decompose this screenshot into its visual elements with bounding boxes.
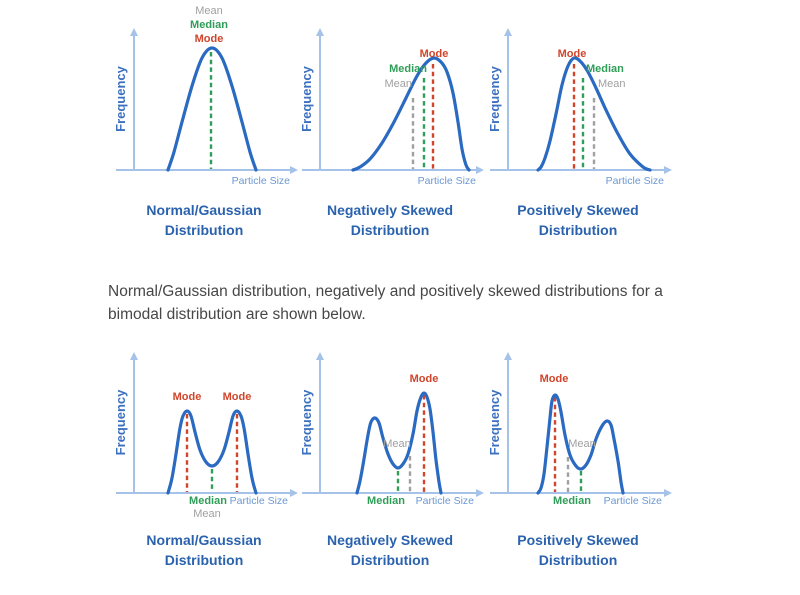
caption-line2: bimodal distribution are shown below. bbox=[108, 306, 366, 324]
panel-negatively-skewed-bimodal: Frequency Particle Size Mode Mean Median Neg… bbox=[290, 328, 490, 571]
mean-label: Mean bbox=[195, 5, 223, 17]
x-axis-label: Particle Size bbox=[232, 175, 291, 187]
median-label: Median bbox=[367, 495, 405, 507]
panel-positively-skewed-top: Frequency Particle Size Mode Median Mean Pos… bbox=[478, 0, 678, 241]
panel-positively-skewed-bimodal: Frequency Particle Size Mode Mean Median Pos… bbox=[478, 328, 678, 571]
chart-title: Positively Skewed Distribution bbox=[478, 200, 678, 241]
y-axis-label: Frequency bbox=[299, 65, 314, 132]
median-label: Median bbox=[189, 495, 227, 507]
y-axis-arrow-icon bbox=[504, 352, 512, 360]
chart-title: Negatively Skewed Distribution bbox=[290, 530, 490, 571]
y-axis-arrow-icon bbox=[504, 28, 512, 36]
panel-normal-gaussian-top: Frequency Particle Size Mean Median Mode Nor… bbox=[104, 0, 304, 241]
y-axis-arrow-icon bbox=[316, 28, 324, 36]
mean-label: Mean bbox=[383, 438, 411, 450]
x-axis-arrow-icon bbox=[290, 166, 298, 174]
y-axis-label: Frequency bbox=[487, 65, 502, 132]
y-axis-arrow-icon bbox=[316, 352, 324, 360]
panel-negatively-skewed-top: Frequency Particle Size Mode Median Mean Neg… bbox=[290, 0, 490, 241]
chart-title-line2: Distribution bbox=[538, 222, 618, 239]
chart-title-line1: Negatively Skewed bbox=[326, 202, 454, 218]
distribution-curve bbox=[355, 391, 443, 495]
mean-label: Mean bbox=[384, 78, 412, 90]
y-axis-arrow-icon bbox=[130, 28, 138, 36]
x-axis-label: Particle Size bbox=[604, 495, 663, 507]
x-axis-arrow-icon bbox=[290, 489, 298, 497]
chart-title: Positively Skewed Distribution bbox=[478, 530, 678, 571]
chart-title-line1: Positively Skewed bbox=[517, 202, 639, 218]
mean-label: Mean bbox=[598, 78, 626, 90]
chart-bimodal-negatively-skewed: Frequency Particle Size Mode Mean Median bbox=[299, 352, 484, 507]
mode-label: Mode bbox=[558, 48, 587, 60]
chart-positively-skewed-distribution: Frequency Particle Size Mode Median Mean bbox=[487, 28, 672, 187]
y-axis-label: Frequency bbox=[487, 389, 502, 456]
y-axis-label: Frequency bbox=[113, 65, 128, 132]
chart-negatively-skewed-distribution: Frequency Particle Size Mode Median Mean bbox=[299, 28, 484, 187]
x-axis-arrow-icon bbox=[664, 166, 672, 174]
x-axis-label: Particle Size bbox=[418, 175, 477, 187]
panel-normal-gaussian-bimodal: Frequency Particle Size Mode Mode Median Mean… bbox=[104, 328, 304, 571]
caption-paragraph: Normal/Gaussian distribution, negatively… bbox=[108, 280, 748, 327]
median-label: Median bbox=[553, 495, 591, 507]
distribution-curve bbox=[536, 56, 652, 172]
median-label: Median bbox=[389, 63, 427, 75]
chart-title-line1: Negatively Skewed bbox=[326, 532, 454, 548]
mean-label: Mean bbox=[193, 508, 221, 520]
median-label: Median bbox=[586, 63, 624, 75]
chart-normal-gaussian-distribution: Frequency Particle Size Mean Median Mode bbox=[113, 5, 298, 187]
x-axis-arrow-icon bbox=[476, 489, 484, 497]
y-axis-arrow-icon bbox=[130, 352, 138, 360]
mode-label: Mode bbox=[410, 373, 439, 385]
median-label: Median bbox=[190, 19, 228, 31]
chart-title: Negatively Skewed Distribution bbox=[290, 200, 490, 241]
x-axis-label: Particle Size bbox=[416, 495, 475, 507]
chart-title-line1: Normal/Gaussian bbox=[146, 202, 262, 218]
mode-label: Mode bbox=[420, 48, 449, 60]
x-axis-arrow-icon bbox=[476, 166, 484, 174]
x-axis-label: Particle Size bbox=[606, 175, 665, 187]
distribution-curve bbox=[351, 56, 471, 172]
chart-title-line2: Distribution bbox=[538, 552, 618, 569]
distribution-curve bbox=[166, 46, 258, 172]
x-axis-arrow-icon bbox=[664, 489, 672, 497]
chart-title-line1: Normal/Gaussian bbox=[146, 532, 262, 548]
mode-label: Mode bbox=[540, 373, 569, 385]
mode-label: Mode bbox=[195, 33, 224, 45]
chart-title: Normal/Gaussian Distribution bbox=[104, 530, 304, 571]
chart-title-line2: Distribution bbox=[350, 552, 430, 569]
distribution-curve bbox=[166, 409, 258, 495]
chart-title-line2: Distribution bbox=[164, 552, 244, 569]
chart-title-line1: Positively Skewed bbox=[517, 532, 639, 548]
distribution-curve bbox=[536, 393, 625, 495]
x-axis-label: Particle Size bbox=[230, 495, 289, 507]
chart-title-line2: Distribution bbox=[164, 222, 244, 239]
caption-line1: Normal/Gaussian distribution, negatively… bbox=[108, 283, 663, 300]
mode-label: Mode bbox=[223, 391, 252, 403]
chart-bimodal-positively-skewed: Frequency Particle Size Mode Mean Median bbox=[487, 352, 672, 507]
chart-title-line2: Distribution bbox=[350, 222, 430, 239]
y-axis-label: Frequency bbox=[113, 389, 128, 456]
mean-label: Mean bbox=[568, 438, 596, 450]
chart-title: Normal/Gaussian Distribution bbox=[104, 200, 304, 241]
mode-label: Mode bbox=[173, 391, 202, 403]
y-axis-label: Frequency bbox=[299, 389, 314, 456]
